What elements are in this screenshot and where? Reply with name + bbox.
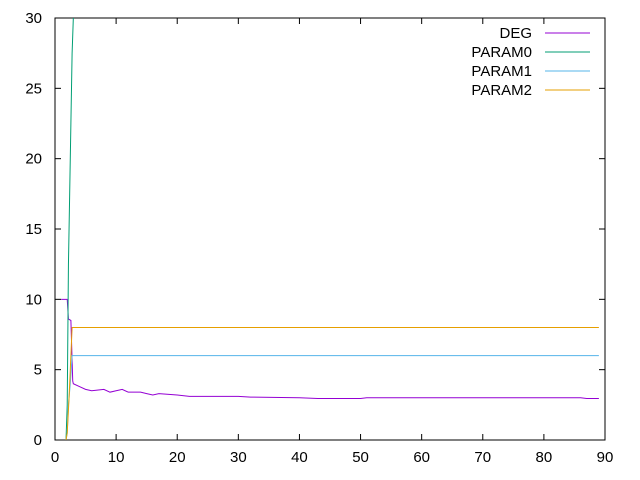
y-tick-label: 20 [25,151,42,168]
legend-label: PARAM2 [471,82,532,99]
y-tick-label: 25 [25,80,42,97]
y-tick-label: 5 [34,362,42,379]
x-tick-label: 70 [474,449,491,466]
series-line-deg [61,298,599,399]
legend-label: PARAM0 [471,44,532,61]
x-tick-label: 0 [51,449,59,466]
x-tick-label: 10 [108,449,125,466]
legend-label: PARAM1 [471,63,532,80]
y-tick-label: 10 [25,291,42,308]
y-tick-label: 0 [34,432,42,449]
legend-label: DEG [499,25,532,42]
y-tick-label: 30 [25,10,42,27]
x-tick-label: 90 [597,449,614,466]
x-tick-label: 50 [352,449,369,466]
x-tick-label: 40 [291,449,308,466]
series-layer [61,18,599,440]
x-tick-label: 20 [169,449,186,466]
x-tick-label: 80 [536,449,553,466]
axis-ticks: 0 10 20 30 40 50 60 70 80 90 0 5 10 15 20 25 30 [25,10,613,466]
legend: DEG PARAM0 PARAM1 PARAM2 [471,25,590,99]
y-tick-label: 15 [25,221,42,238]
x-tick-label: 60 [413,449,430,466]
series-line-param2 [65,326,599,440]
x-tick-label: 30 [230,449,247,466]
series-line-param0 [65,18,74,440]
